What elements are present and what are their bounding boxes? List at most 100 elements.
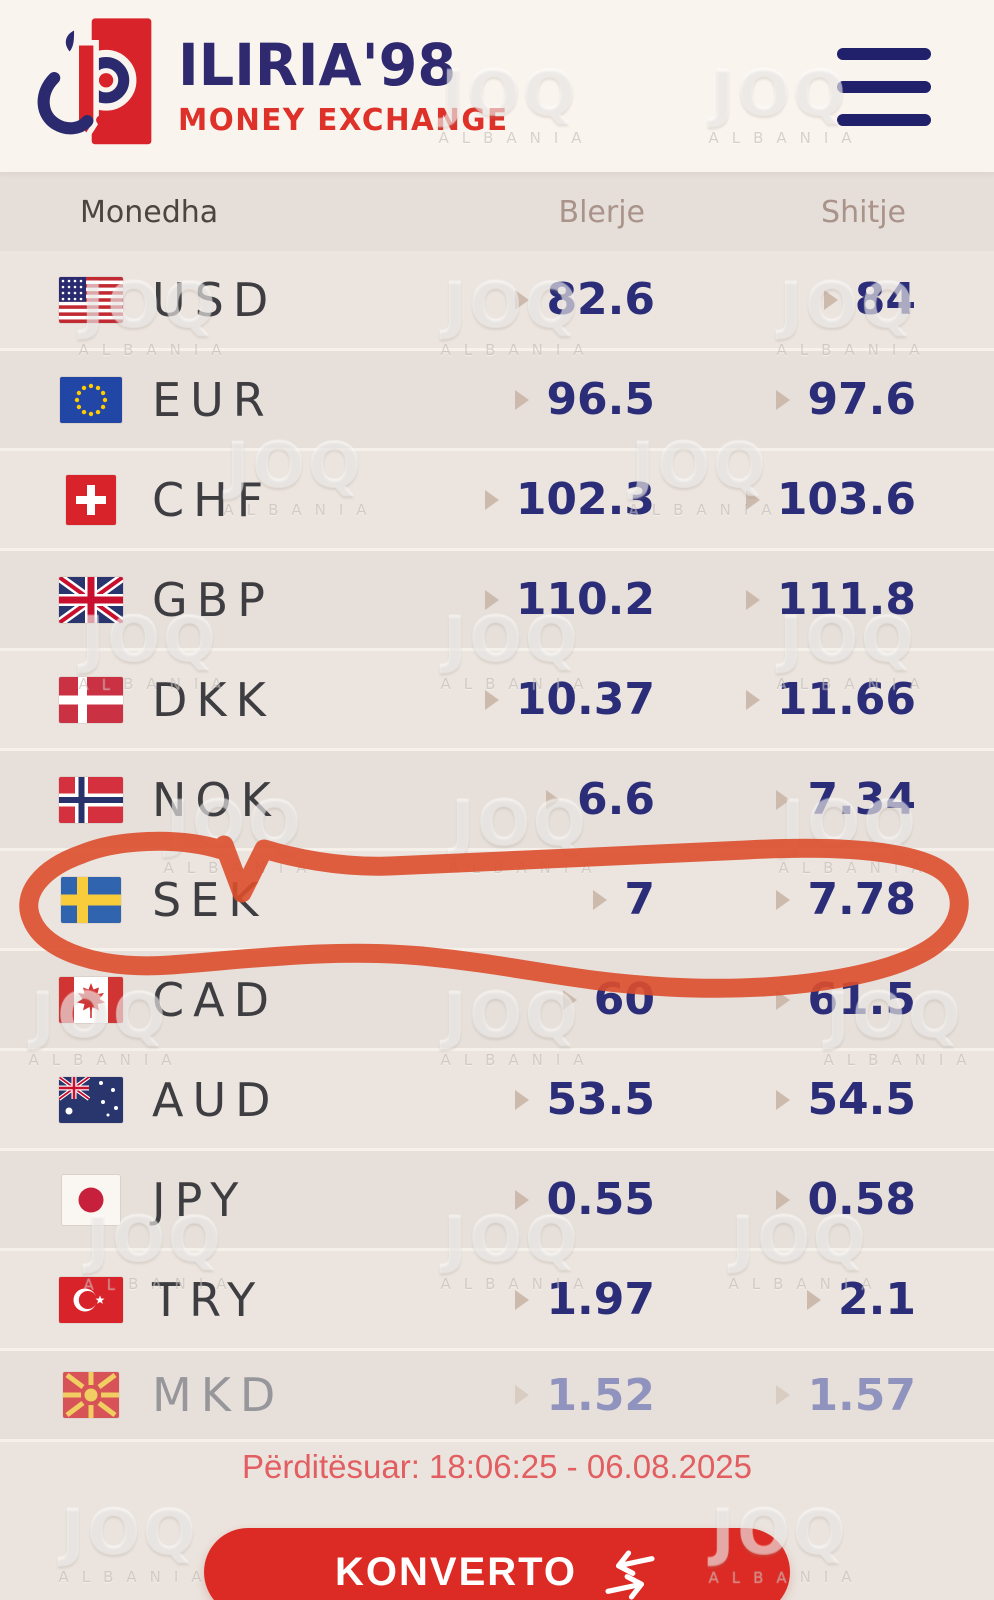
- rate-row-jpy[interactable]: JPY 0.55 0.58: [0, 1151, 994, 1251]
- arrow-right-icon: [776, 989, 791, 1010]
- updated-timestamp: Përditësuar: 18:06:25 - 06.08.2025: [241, 1448, 753, 1485]
- arrow-right-icon: [807, 1289, 822, 1310]
- rate-row-gbp[interactable]: GBP 110.2 111.8: [0, 551, 994, 651]
- arrow-right-icon: [562, 989, 577, 1010]
- rate-row-dkk[interactable]: DKK 10.37 11.66: [0, 651, 994, 751]
- arrow-right-icon: [776, 789, 791, 810]
- dk-flag-icon: [58, 676, 124, 723]
- arrow-right-icon: [745, 689, 760, 710]
- arrow-right-icon: [515, 1089, 530, 1110]
- buy-rate: 0.55: [546, 1174, 655, 1225]
- table-header-row: Monedha Blerje Shitje: [0, 173, 994, 251]
- no-flag-icon: [58, 776, 124, 823]
- sell-rate: 97.6: [807, 374, 916, 425]
- rate-row-chf[interactable]: CHF 102.3 103.6: [0, 451, 994, 551]
- eu-flag-icon: [58, 376, 124, 423]
- currency-code: SEK: [152, 872, 268, 927]
- buy-rate: 110.2: [515, 574, 655, 625]
- rate-row-aud[interactable]: AUD 53.5 54.5: [0, 1051, 994, 1151]
- column-header-buy: Blerje: [558, 194, 646, 230]
- buy-rate: 53.5: [546, 1074, 655, 1125]
- arrow-right-icon: [484, 489, 499, 510]
- arrow-right-icon: [515, 389, 530, 410]
- currency-code: GBP: [152, 572, 274, 627]
- ca-flag-icon: [58, 976, 124, 1023]
- brand-subtitle: MONEY EXCHANGE: [178, 103, 509, 138]
- buy-rate: 6.6: [577, 774, 655, 825]
- gb-flag-icon: [58, 576, 124, 623]
- rate-row-cad[interactable]: CAD 60 61.5: [0, 951, 994, 1051]
- buy-rate: 102.3: [515, 474, 655, 525]
- hamburger-icon: [837, 114, 931, 126]
- column-header-sell: Shitje: [821, 194, 906, 230]
- arrow-right-icon: [593, 889, 608, 910]
- hamburger-icon: [837, 48, 931, 60]
- currency-code: MKD: [152, 1368, 285, 1422]
- tr-flag-icon: [58, 1276, 124, 1323]
- currency-code: DKK: [152, 672, 275, 727]
- buy-rate: 1.52: [546, 1369, 655, 1421]
- rates-table-body: USD 82.6 84 EUR 96.5 97.6 CHF 102.3 103.6 GBP 11…: [0, 251, 994, 1442]
- rate-row-mkd[interactable]: MKD 1.52 1.57: [0, 1351, 994, 1442]
- arrow-right-icon: [546, 789, 561, 810]
- arrow-right-icon: [776, 889, 791, 910]
- arrow-right-icon: [515, 289, 530, 310]
- arrow-right-icon: [776, 1089, 791, 1110]
- arrow-right-icon: [515, 1289, 530, 1310]
- sell-rate: 61.5: [807, 974, 916, 1025]
- buy-rate: 10.37: [515, 674, 655, 725]
- brand-text: ILIRIA'98 MONEY EXCHANGE: [178, 36, 515, 138]
- currency-code: USD: [152, 272, 278, 327]
- currency-code: CAD: [152, 972, 279, 1027]
- arrow-right-icon: [776, 1189, 791, 1210]
- buy-rate: 7: [624, 874, 655, 925]
- sell-rate: 11.66: [776, 674, 916, 725]
- brand-title: ILIRIA'98: [178, 31, 457, 99]
- arrow-right-icon: [484, 589, 499, 610]
- arrow-right-icon: [515, 1189, 530, 1210]
- konverto-button[interactable]: KONVERTO: [204, 1528, 790, 1600]
- sell-rate: 0.58: [807, 1174, 916, 1225]
- ch-flag-icon: [58, 474, 124, 525]
- hamburger-icon: [837, 81, 931, 93]
- se-flag-icon: [58, 876, 124, 923]
- arrow-right-icon: [745, 489, 760, 510]
- currency-code: TRY: [152, 1272, 265, 1327]
- au-flag-icon: [58, 1076, 124, 1123]
- rate-row-sek[interactable]: SEK 7 7.78: [0, 851, 994, 951]
- currency-code: JPY: [152, 1172, 248, 1227]
- arrow-right-icon: [776, 389, 791, 410]
- rate-row-nok[interactable]: NOK 6.6 7.34: [0, 751, 994, 851]
- currency-code: EUR: [152, 372, 274, 427]
- sell-rate: 103.6: [776, 474, 916, 525]
- sell-rate: 7.78: [807, 874, 916, 925]
- arrow-right-icon: [776, 1385, 791, 1405]
- sell-rate: 2.1: [838, 1274, 916, 1325]
- mk-flag-icon: [58, 1372, 124, 1418]
- currency-code: AUD: [152, 1072, 280, 1127]
- rate-row-try[interactable]: TRY 1.97 2.1: [0, 1251, 994, 1351]
- currency-code: CHF: [152, 472, 273, 527]
- rate-row-usd[interactable]: USD 82.6 84: [0, 251, 994, 351]
- konverto-button-label: KONVERTO: [335, 1549, 577, 1594]
- arrow-right-icon: [515, 1385, 530, 1405]
- app-header: ILIRIA'98 MONEY EXCHANGE: [0, 0, 994, 173]
- column-header-currency: Monedha: [80, 194, 219, 230]
- arrow-right-icon: [745, 589, 760, 610]
- currency-code: NOK: [152, 772, 280, 827]
- buy-rate: 1.97: [546, 1274, 655, 1325]
- rate-row-eur[interactable]: EUR 96.5 97.6: [0, 351, 994, 451]
- sell-rate: 7.34: [807, 774, 916, 825]
- buy-rate: 82.6: [546, 274, 655, 325]
- sell-rate: 54.5: [807, 1074, 916, 1125]
- jp-flag-icon: [58, 1174, 124, 1225]
- arrow-right-icon: [484, 689, 499, 710]
- sell-rate: 111.8: [776, 574, 916, 625]
- arrow-right-icon: [823, 289, 838, 310]
- buy-rate: 96.5: [546, 374, 655, 425]
- hamburger-menu-button[interactable]: [837, 48, 931, 126]
- brand-logo-link[interactable]: ILIRIA'98 MONEY EXCHANGE: [36, 14, 515, 152]
- sell-rate: 1.57: [807, 1369, 916, 1421]
- sell-rate: 84: [854, 274, 916, 325]
